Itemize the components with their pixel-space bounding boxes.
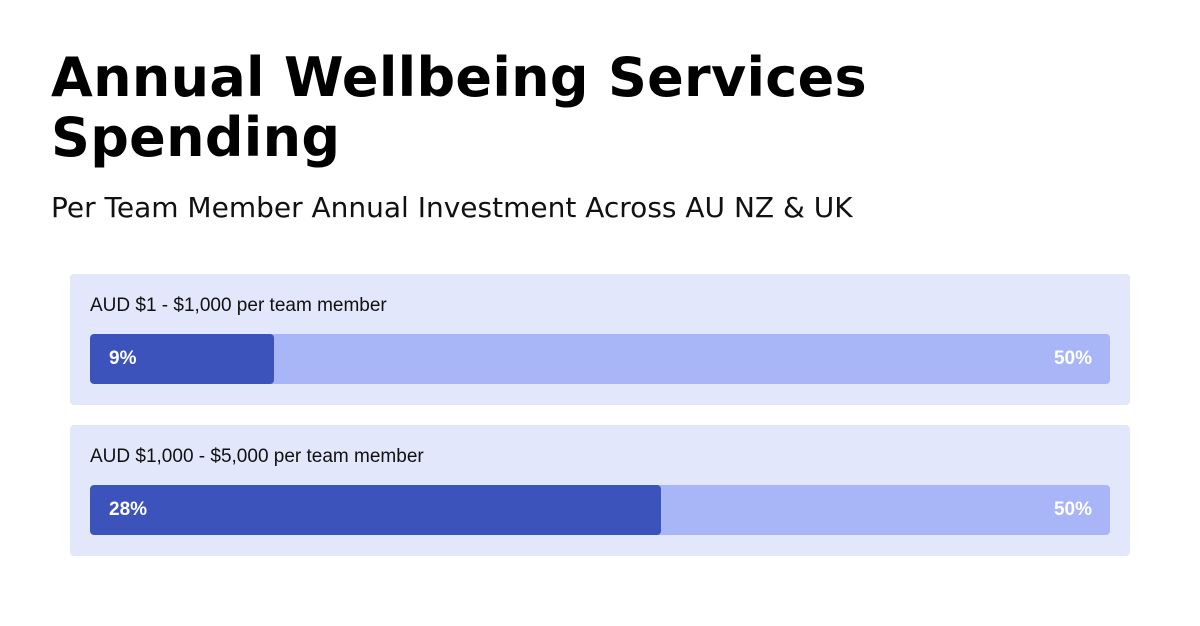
bar-track: 9% 50% [90,334,1110,384]
bar-fill [90,485,661,535]
chart-title: Annual Wellbeing Services Spending [51,46,867,169]
bar-category-label: AUD $1,000 - $5,000 per team member [90,446,424,467]
bar-card: AUD $1 - $1,000 per team member 9% 50% [70,274,1130,405]
bar-card: AUD $1,000 - $5,000 per team member 28% … [70,425,1130,556]
bar-max-label: 50% [1053,499,1092,520]
chart-subtitle: Per Team Member Annual Investment Across… [51,191,853,224]
bar-fill [90,334,274,384]
bar-chart: AUD $1 - $1,000 per team member 9% 50% A… [70,274,1130,576]
bar-track: 28% 50% [90,485,1110,535]
bar-max-label: 50% [1053,348,1092,369]
bar-value-label: 28% [109,499,148,520]
bar-category-label: AUD $1 - $1,000 per team member [90,295,387,316]
bar-value-label: 9% [109,348,137,369]
